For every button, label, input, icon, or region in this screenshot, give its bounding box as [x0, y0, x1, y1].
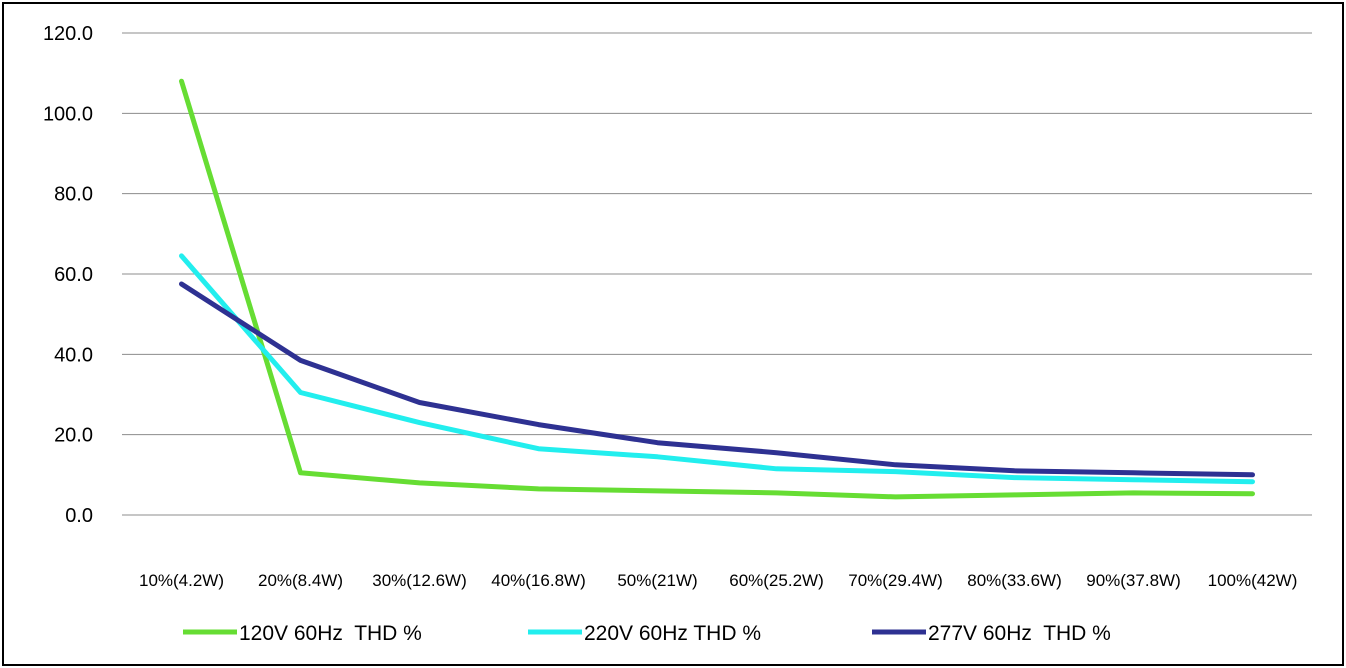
legend-label-0: 120V 60Hz THD % — [239, 622, 422, 645]
x-tick-label: 70%(29.4W) — [848, 571, 942, 590]
legend-label-2: 277V 60Hz THD % — [928, 622, 1111, 645]
x-tick-label: 100%(42W) — [1208, 571, 1298, 590]
x-tick-label: 90%(37.8W) — [1086, 571, 1180, 590]
y-tick-label: 80.0 — [54, 184, 93, 206]
legend-label-1: 220V 60Hz THD % — [584, 622, 761, 645]
y-tick-label: 120.0 — [43, 23, 93, 45]
x-tick-label: 20%(8.4W) — [258, 571, 343, 590]
series-lines — [179, 78, 1255, 500]
y-tick-label: 0.0 — [65, 505, 93, 527]
x-tick-label: 80%(33.6W) — [967, 571, 1061, 590]
x-tick-label: 30%(12.6W) — [372, 571, 466, 590]
gridlines — [122, 32, 1312, 516]
series-line-0 — [179, 78, 1255, 500]
y-tick-label: 40.0 — [54, 344, 93, 366]
x-tick-label: 10%(4.2W) — [139, 571, 224, 590]
x-tick-label: 60%(25.2W) — [729, 571, 823, 590]
x-tick-label: 40%(16.8W) — [491, 571, 585, 590]
y-tick-label: 20.0 — [54, 425, 93, 447]
series-line-2 — [179, 281, 1255, 478]
y-tick-label: 60.0 — [54, 264, 93, 286]
y-axis-tick-labels: 0.0 20.0 40.0 60.0 80.0 100.0 120.0 — [43, 23, 93, 527]
x-tick-label: 50%(21W) — [617, 571, 697, 590]
x-axis-tick-labels: 10%(4.2W) 20%(8.4W) 30%(12.6W) 40%(16.8W) 50… — [139, 571, 1297, 590]
series-line-1 — [179, 253, 1255, 485]
legend: 120V 60Hz THD % 220V 60Hz THD % 277V 60Hz … — [183, 622, 1111, 645]
y-tick-label: 100.0 — [43, 103, 93, 125]
